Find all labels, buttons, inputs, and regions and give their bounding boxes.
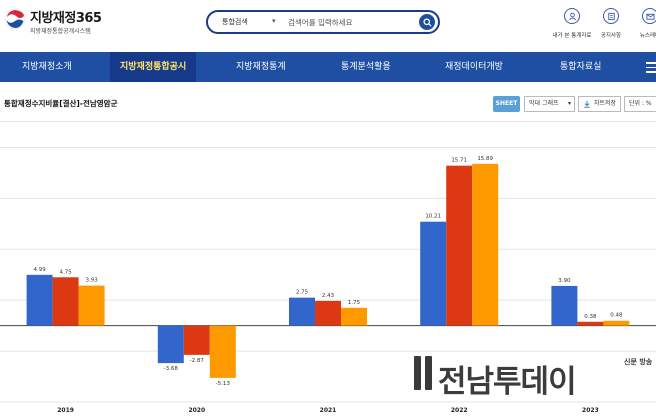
- nav-item-open-data[interactable]: 재정데이터개방: [445, 62, 503, 72]
- search-bar: 통합검색 ▾: [206, 10, 440, 34]
- bar-chart-svg: 4.99 4.75 3.93 2019 -3.68 -2.87 -5.13 2020 2.75 2…: [0, 146, 656, 414]
- search-input[interactable]: [288, 14, 408, 30]
- watermark-bar: [425, 356, 432, 390]
- search-type-select[interactable]: 통합검색: [222, 18, 248, 26]
- bar-2021-s1: [289, 297, 315, 326]
- nav-item-statistics[interactable]: 지방재정통계: [236, 62, 286, 72]
- data-label: 3.90: [558, 278, 571, 284]
- save-chart-label: 차트저장: [594, 100, 617, 107]
- data-label: 3.93: [85, 278, 98, 284]
- main-navigation: 지방재정소개 지방재정통합공시 지방재정통계 통계분석활용 재정데이터개방 통합…: [0, 52, 656, 82]
- government-logo-icon[interactable]: [4, 8, 26, 30]
- bar-2023-s1: [551, 285, 578, 326]
- notice-icon: [603, 8, 619, 24]
- nav-item-intro[interactable]: 지방재정소개: [22, 62, 72, 72]
- user-icon: [564, 8, 580, 24]
- chart-type-label: 막대 그래프: [529, 100, 559, 107]
- data-label: 4.99: [33, 267, 46, 273]
- search-button[interactable]: [419, 14, 435, 30]
- watermark-logo: 전남투데이 신문 방송: [412, 352, 656, 400]
- bar-2020-s2: [183, 325, 210, 355]
- data-label: 2.43: [322, 293, 335, 299]
- data-label: 1.75: [348, 300, 361, 306]
- bar-2022-s3: [472, 163, 499, 326]
- chevron-down-icon: ▾: [567, 100, 571, 107]
- data-label: 15.89: [477, 156, 493, 162]
- nav-item-archive[interactable]: 통합자료실: [560, 62, 602, 72]
- data-label: -5.13: [216, 381, 231, 387]
- site-title[interactable]: 지방재정365: [30, 11, 102, 26]
- unit-label: 단위 : %: [624, 96, 656, 112]
- save-chart-button[interactable]: 차트저장: [578, 96, 621, 112]
- watermark-text: 전남투데이: [438, 364, 577, 400]
- bar-2022-s1: [420, 221, 447, 326]
- nav-item-disclosure[interactable]: 지방재정통합공시: [110, 52, 197, 82]
- bar-2019-s3: [78, 285, 105, 326]
- chart-type-select[interactable]: 막대 그래프 ▾: [524, 96, 575, 112]
- bar-2023-s3: [603, 320, 630, 326]
- bar-2022-s2: [446, 165, 473, 326]
- x-tick-label: 2021: [320, 407, 337, 414]
- data-label: -2.87: [190, 358, 205, 364]
- data-label: 10.21: [425, 214, 441, 220]
- bar-2020-s3: [209, 325, 236, 378]
- watermark-side-text: 신문 방송: [624, 358, 653, 366]
- bar-2021-s2: [315, 300, 341, 326]
- bar-chart: 4.99 4.75 3.93 2019 -3.68 -2.87 -5.13 2020 2.75 2…: [0, 122, 656, 418]
- data-label: -3.68: [164, 366, 179, 372]
- watermark-bar: [414, 356, 421, 390]
- bar-2020-s1: [157, 325, 184, 364]
- newsletter-link[interactable]: 뉴스레터: [630, 8, 656, 39]
- x-tick-label: 2023: [582, 407, 599, 414]
- data-label: 0.38: [584, 314, 597, 320]
- data-label: 0.48: [610, 313, 623, 319]
- bar-2019-s1: [26, 274, 53, 326]
- x-tick-label: 2019: [57, 407, 74, 414]
- x-tick-label: 2020: [188, 407, 205, 414]
- menu-icon[interactable]: [646, 62, 656, 76]
- mail-icon: [642, 8, 656, 24]
- search-icon: [422, 17, 432, 27]
- site-header: 지방재정365 지방재정통합공개시스템 통합검색 ▾ 내가 본 통계자료 공지사…: [0, 0, 656, 52]
- data-label: 2.75: [296, 290, 309, 296]
- site-subtitle: 지방재정통합공개시스템: [30, 28, 91, 35]
- download-icon: [584, 100, 590, 108]
- recent-stats-link[interactable]: 내가 본 통계자료: [552, 8, 592, 39]
- bar-2023-s2: [577, 321, 604, 326]
- data-label: 4.75: [59, 269, 72, 275]
- chevron-down-icon: ▾: [272, 17, 276, 25]
- sheet-button[interactable]: SHEET: [493, 96, 520, 112]
- notice-link[interactable]: 공지사항: [591, 8, 631, 39]
- newsletter-label: 뉴스레터: [639, 33, 656, 39]
- recent-stats-label: 내가 본 통계자료: [552, 33, 592, 39]
- x-tick-label: 2022: [451, 407, 468, 414]
- data-label: 15.71: [451, 158, 467, 164]
- bar-2021-s3: [341, 307, 367, 326]
- chart-title: 통합재정수지비율[결산]-전남영암군: [4, 99, 118, 108]
- bar-2019-s2: [52, 277, 79, 326]
- chart-toolbar: 통합재정수지비율[결산]-전남영암군 SHEET 막대 그래프 ▾ 차트저장 단…: [0, 82, 656, 122]
- nav-item-analysis[interactable]: 통계분석활용: [341, 62, 391, 72]
- notice-label: 공지사항: [600, 33, 622, 39]
